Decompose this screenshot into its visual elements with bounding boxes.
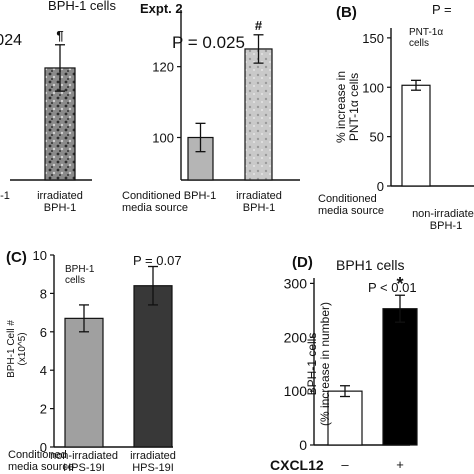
y-tick-label: 50 — [370, 130, 384, 145]
y-tick-label: 0 — [40, 440, 47, 455]
p-value-label: P = 0.07 — [133, 253, 182, 268]
y-tick-label: 2 — [40, 402, 47, 417]
p-value-label: .024 — [0, 32, 22, 49]
chart-panel-a-expt2: 100 120 # BPH-1 irradiated BPH-1 Conditioned me… — [122, 1, 300, 214]
p-value-label: P = 0.025 — [172, 33, 245, 52]
category-label: BPH-1 — [184, 190, 216, 202]
category-label: + — [396, 457, 404, 472]
y-tick-label: 300 — [284, 275, 308, 291]
y-axis-label: % increase inPNT-1α cells — [334, 71, 361, 143]
panel-annotation: PNT-1α cells — [409, 27, 443, 49]
panel-title: BPH-1 cells — [48, 0, 116, 13]
x-axis-title: Conditioned media source — [8, 449, 74, 473]
y-tick-label: 100 — [152, 131, 174, 146]
bar — [401, 84, 431, 187]
significance-marker: # — [255, 18, 263, 33]
x-axis-title: Conditioned media source — [318, 193, 384, 217]
category-label: irradiated BPH-1 — [236, 190, 282, 214]
panel-title: Expt. 2 — [140, 1, 183, 16]
bar — [327, 390, 363, 446]
p-value-label: P < 0.01 — [368, 280, 417, 295]
category-label: irradiated BPH-1 — [37, 190, 83, 214]
y-tick-label: 6 — [40, 325, 47, 340]
significance-marker: ¶ — [56, 28, 63, 43]
y-tick-label: 100 — [284, 383, 308, 399]
x-axis-title: CXCL12 — [270, 457, 324, 473]
y-tick-label: 100 — [362, 80, 384, 95]
y-tick-label: 120 — [152, 60, 174, 75]
y-tick-label: 0 — [299, 437, 307, 453]
y-axis-label: BPH-1 Cell #(x10^5) — [6, 320, 28, 378]
y-tick-label: 8 — [40, 286, 47, 301]
panel-annotation: BPH1 cells — [336, 257, 404, 273]
bar — [133, 285, 173, 448]
bar — [382, 308, 418, 446]
category-label: – — [341, 457, 349, 472]
bar — [244, 48, 273, 181]
category-label: non-irradiated BPH-1 — [412, 208, 474, 232]
y-axis-label: BPH-1 cells(% increase in number) — [305, 302, 332, 426]
chart-panel-d: 0 100 200 300 * – + CXCL12 BPH-1 cells(% increas… — [270, 254, 418, 473]
panel-label: (C) — [6, 249, 27, 266]
chart-panel-b: 0 50 100 150 non-irradiated BPH-1 Conditioned m… — [318, 2, 474, 232]
p-value-label: P = — [432, 2, 452, 17]
y-tick-label: 150 — [362, 31, 384, 46]
y-tick-label: 4 — [40, 363, 47, 378]
chart-panel-c: 0 2 4 6 8 10 non-irradiated HPS-19I irradiated HP… — [6, 248, 182, 474]
category-label: non-irradiated HPS-19I — [50, 450, 118, 474]
panel-label: (B) — [336, 4, 357, 21]
y-tick-label: 200 — [284, 329, 308, 345]
panel-label: (D) — [292, 254, 313, 271]
significance-marker: * — [396, 274, 403, 294]
y-tick-label: 0 — [377, 179, 384, 194]
category-label: irradiated HPS-19I — [130, 450, 176, 474]
y-tick-label: 10 — [33, 248, 47, 263]
panel-annotation: BPH-1 cells — [65, 264, 95, 286]
x-axis-title: Conditioned media source — [122, 190, 188, 214]
category-label: -1 — [0, 190, 10, 202]
bar — [64, 317, 104, 448]
